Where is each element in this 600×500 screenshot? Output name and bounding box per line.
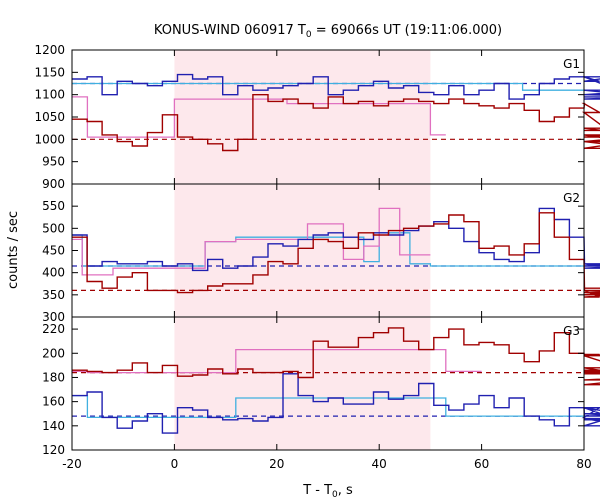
panel-g3: 120 140 160 180 200 220 G3 [42, 316, 600, 457]
y-tick-label: 300 [42, 310, 65, 324]
x-tick-label: 0 [171, 457, 179, 471]
y-tick-label: 500 [42, 221, 65, 235]
x-axis-label: T - T0, s [302, 483, 353, 500]
x-tick-label: 60 [474, 457, 489, 471]
y-tick-label: 180 [42, 370, 65, 384]
x-tick-label: -20 [62, 457, 82, 471]
y-tick-label: 550 [42, 199, 65, 213]
series-blue [72, 73, 600, 100]
plot-area: 90095010001050110011501200G1300350400450… [34, 43, 600, 471]
highlight-interval [174, 50, 431, 450]
panel-label: G2 [563, 191, 580, 205]
fit-line-cyan [72, 82, 584, 91]
y-tick-label: 120 [42, 443, 65, 457]
y-tick-label: 950 [42, 155, 65, 169]
y-tick-label: 1000 [34, 132, 65, 146]
y-tick-label: 450 [42, 244, 65, 258]
series-red [72, 94, 600, 152]
panel-label: G1 [563, 57, 580, 71]
y-tick-label: 400 [42, 266, 65, 280]
y-tick-label: 140 [42, 419, 65, 433]
series-red [72, 212, 600, 298]
y-tick-label: 220 [42, 322, 65, 336]
y-tick-label: 1200 [34, 43, 65, 57]
x-tick-label: 20 [269, 457, 284, 471]
x-tick-label: 80 [576, 457, 591, 471]
y-tick-label: 1100 [34, 88, 65, 102]
fit-line-pink [72, 207, 431, 276]
panel-frame [71, 316, 585, 451]
series-red [72, 327, 600, 386]
y-tick-label: 1150 [34, 65, 65, 79]
y-tick-label: 1050 [34, 110, 65, 124]
fit-line-cyan [72, 394, 584, 419]
y-tick-label: 900 [42, 177, 65, 191]
y-tick-label: 160 [42, 395, 65, 409]
y-tick-label: 350 [42, 288, 65, 302]
x-tick-label: 40 [372, 457, 387, 471]
chart-title: KONUS-WIND 060917 T0 = 69066s UT (19:11:… [154, 23, 502, 40]
y-tick-label: 200 [42, 346, 65, 360]
y-axis-label: counts / sec [6, 211, 21, 289]
panel-g1: 900 950 1000 1050 1100 1150 1200 G1 [34, 43, 600, 191]
panel-label: G3 [563, 324, 580, 338]
